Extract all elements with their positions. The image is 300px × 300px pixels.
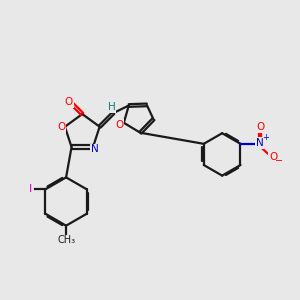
Text: O: O — [269, 152, 277, 162]
Text: N: N — [91, 145, 98, 154]
Text: CH₃: CH₃ — [57, 236, 75, 245]
Text: O: O — [57, 122, 65, 132]
Text: +: + — [262, 133, 269, 142]
Text: O: O — [64, 97, 73, 107]
Text: N: N — [256, 138, 263, 148]
Text: O: O — [115, 120, 124, 130]
Text: H: H — [108, 102, 116, 112]
Text: O: O — [256, 122, 264, 132]
Text: I: I — [29, 184, 32, 194]
Text: −: − — [275, 156, 283, 166]
